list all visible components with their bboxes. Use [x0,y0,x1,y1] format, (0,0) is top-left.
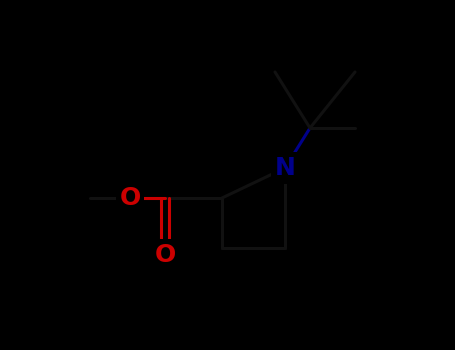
Text: O: O [119,186,141,210]
Text: O: O [154,243,176,267]
Text: N: N [274,156,295,180]
